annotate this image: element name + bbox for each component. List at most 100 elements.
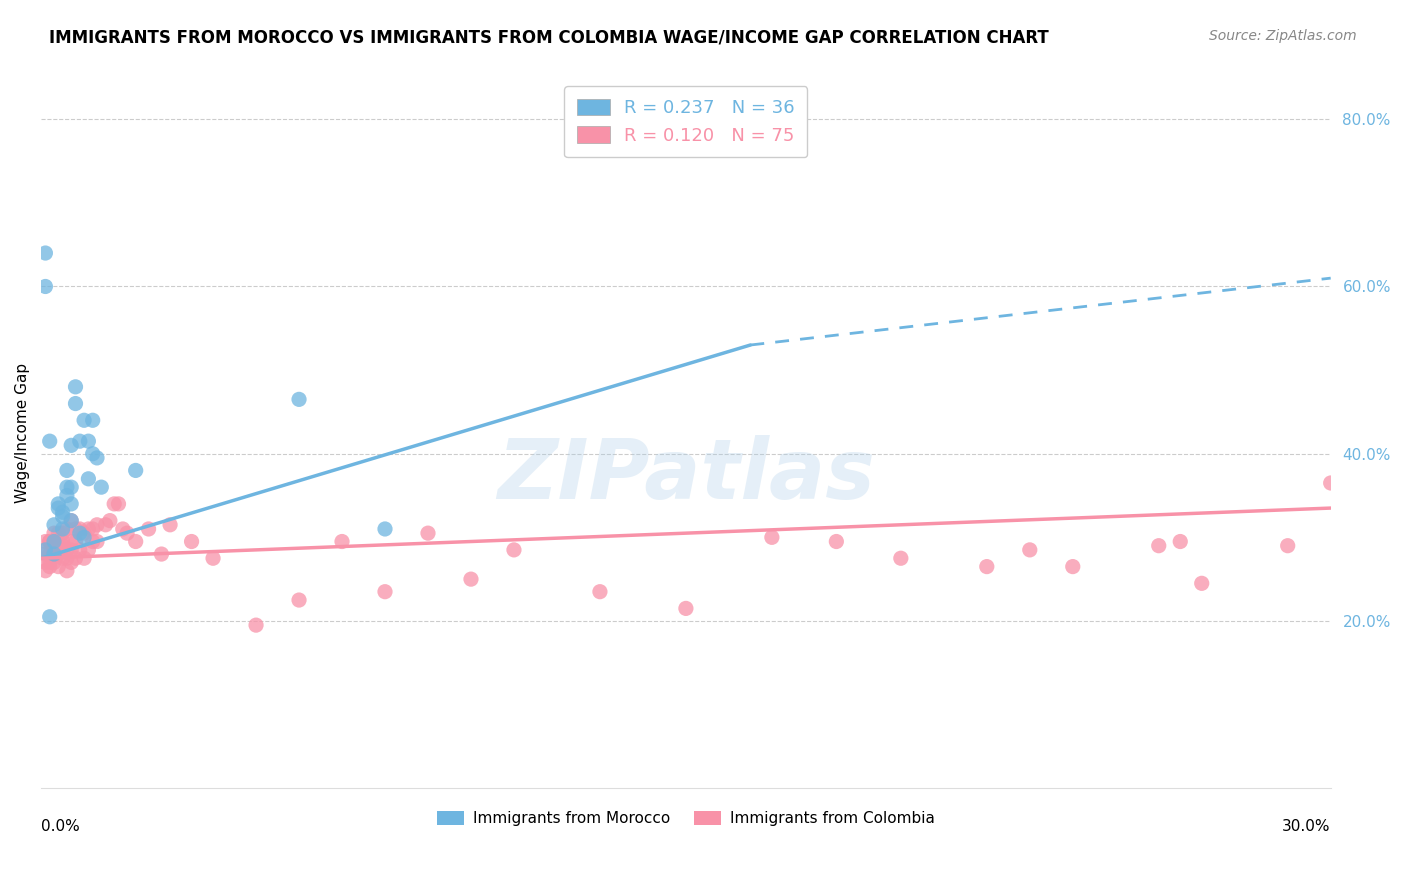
- Point: [125, 534, 148, 549]
- Point: [34, 542, 56, 557]
- Point: [976, 559, 998, 574]
- Point: [42, 517, 65, 532]
- Point: [56, 564, 79, 578]
- Point: [52, 526, 75, 541]
- Point: [125, 463, 148, 477]
- Point: [73, 526, 96, 541]
- Point: [82, 534, 104, 549]
- Point: [34, 556, 56, 570]
- Point: [52, 539, 75, 553]
- Point: [1147, 539, 1170, 553]
- Point: [890, 551, 912, 566]
- Point: [46, 559, 69, 574]
- Point: [46, 497, 69, 511]
- Point: [77, 522, 100, 536]
- Point: [69, 526, 91, 541]
- Point: [202, 551, 225, 566]
- Point: [111, 522, 134, 536]
- Point: [52, 551, 75, 566]
- Point: [38, 556, 60, 570]
- Point: [46, 547, 69, 561]
- Point: [56, 522, 79, 536]
- Point: [138, 522, 160, 536]
- Point: [1062, 559, 1084, 574]
- Point: [42, 534, 65, 549]
- Point: [288, 392, 311, 407]
- Point: [56, 551, 79, 566]
- Point: [56, 480, 79, 494]
- Point: [38, 534, 60, 549]
- Text: ZIPatlas: ZIPatlas: [496, 435, 875, 516]
- Point: [52, 509, 75, 524]
- Point: [150, 547, 173, 561]
- Point: [86, 450, 108, 465]
- Point: [46, 501, 69, 516]
- Point: [77, 542, 100, 557]
- Point: [330, 534, 353, 549]
- Point: [374, 522, 396, 536]
- Point: [82, 413, 104, 427]
- Point: [65, 534, 87, 549]
- Point: [86, 534, 108, 549]
- Point: [1191, 576, 1213, 591]
- Point: [34, 564, 56, 578]
- Point: [38, 609, 60, 624]
- Point: [38, 547, 60, 561]
- Point: [825, 534, 848, 549]
- Point: [65, 396, 87, 410]
- Point: [82, 522, 104, 536]
- Text: 30.0%: 30.0%: [1282, 819, 1330, 834]
- Text: Source: ZipAtlas.com: Source: ZipAtlas.com: [1209, 29, 1357, 43]
- Point: [60, 556, 83, 570]
- Point: [52, 534, 75, 549]
- Point: [42, 526, 65, 541]
- Point: [65, 380, 87, 394]
- Point: [675, 601, 697, 615]
- Point: [38, 559, 60, 574]
- Point: [73, 413, 96, 427]
- Point: [52, 505, 75, 519]
- Point: [46, 526, 69, 541]
- Point: [42, 556, 65, 570]
- Point: [416, 526, 439, 541]
- Legend: Immigrants from Morocco, Immigrants from Colombia: Immigrants from Morocco, Immigrants from…: [429, 804, 943, 834]
- Point: [56, 463, 79, 477]
- Point: [60, 438, 83, 452]
- Point: [103, 497, 125, 511]
- Point: [460, 572, 482, 586]
- Point: [38, 534, 60, 549]
- Point: [65, 522, 87, 536]
- Point: [52, 522, 75, 536]
- Point: [69, 522, 91, 536]
- Point: [42, 547, 65, 561]
- Point: [60, 497, 83, 511]
- Point: [42, 542, 65, 557]
- Point: [1319, 475, 1341, 490]
- Point: [34, 547, 56, 561]
- Point: [65, 551, 87, 566]
- Point: [60, 514, 83, 528]
- Point: [761, 530, 783, 544]
- Point: [374, 584, 396, 599]
- Point: [46, 539, 69, 553]
- Point: [159, 517, 181, 532]
- Text: IMMIGRANTS FROM MOROCCO VS IMMIGRANTS FROM COLOMBIA WAGE/INCOME GAP CORRELATION : IMMIGRANTS FROM MOROCCO VS IMMIGRANTS FR…: [49, 29, 1049, 46]
- Text: 0.0%: 0.0%: [41, 819, 80, 834]
- Point: [56, 542, 79, 557]
- Point: [696, 112, 718, 127]
- Point: [69, 434, 91, 449]
- Point: [77, 472, 100, 486]
- Y-axis label: Wage/Income Gap: Wage/Income Gap: [15, 363, 30, 503]
- Point: [115, 526, 138, 541]
- Point: [589, 584, 612, 599]
- Point: [1018, 542, 1040, 557]
- Point: [42, 547, 65, 561]
- Point: [38, 434, 60, 449]
- Point: [77, 434, 100, 449]
- Point: [98, 514, 121, 528]
- Point: [73, 530, 96, 544]
- Point: [82, 447, 104, 461]
- Point: [180, 534, 202, 549]
- Point: [34, 279, 56, 293]
- Point: [245, 618, 267, 632]
